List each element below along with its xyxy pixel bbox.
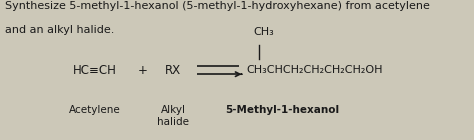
Text: RX: RX (165, 64, 181, 76)
Text: Synthesize 5-methyl-1-hexanol (5-methyl-1-hydroxyhexane) from acetylene: Synthesize 5-methyl-1-hexanol (5-methyl-… (5, 1, 429, 11)
Text: CH₃: CH₃ (254, 27, 274, 37)
Text: +: + (137, 64, 147, 76)
Text: and an alkyl halide.: and an alkyl halide. (5, 25, 114, 35)
Text: Acetylene: Acetylene (69, 105, 121, 115)
Text: HC≡CH: HC≡CH (73, 64, 117, 76)
Text: Alkyl
halide: Alkyl halide (157, 105, 189, 127)
Text: 5-Methyl-1-hexanol: 5-Methyl-1-hexanol (225, 105, 339, 115)
Text: CH₃CHCH₂CH₂CH₂CH₂OH: CH₃CHCH₂CH₂CH₂CH₂OH (246, 65, 383, 75)
